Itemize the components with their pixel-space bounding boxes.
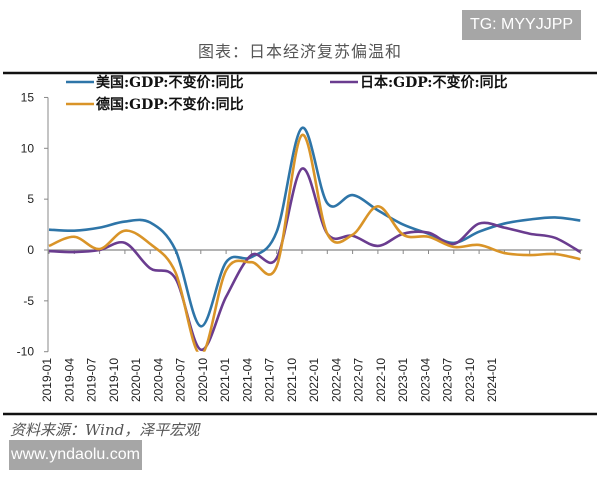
source-note: 资料来源：Wind，泽平宏观	[10, 421, 200, 439]
x-tick-label: 2024-01	[485, 358, 499, 402]
x-tick-label: 2019-01	[40, 358, 54, 402]
y-tick-label: 10	[21, 141, 35, 155]
x-tick-label: 2020-07	[174, 358, 188, 402]
x-tick-label: 2020-04	[151, 358, 165, 402]
x-tick-label: 2023-07	[441, 358, 455, 402]
series-line-japan	[48, 167, 581, 351]
x-tick-label: 2020-10	[196, 358, 210, 402]
x-tick-label: 2021-07	[263, 358, 277, 402]
y-tick-label: 5	[27, 192, 34, 206]
x-tick-label: 2022-10	[374, 358, 388, 402]
y-tick-label: 0	[27, 243, 34, 257]
x-tick-label: 2023-01	[396, 358, 410, 402]
x-tick-label: 2019-04	[62, 358, 76, 402]
x-tick-label: 2023-10	[463, 358, 477, 402]
legend-label-us: 美国:GDP:不变价:同比	[96, 74, 244, 91]
x-tick-label: 2019-07	[85, 358, 99, 402]
y-tick-label: -5	[23, 294, 34, 308]
legend: 美国:GDP:不变价:同比 日本:GDP:不变价:同比 德国:GDP:不变价:同…	[66, 74, 508, 113]
y-tick-label: 15	[21, 90, 35, 104]
series-line-us	[48, 126, 581, 328]
x-tick-label: 2019-10	[107, 358, 121, 402]
watermark-bottom: www.yndaolu.com	[9, 440, 142, 470]
x-tick-label: 2022-04	[329, 358, 343, 402]
x-tick-label: 2023-04	[418, 358, 432, 402]
x-tick-label: 2021-04	[240, 358, 254, 402]
legend-label-japan: 日本:GDP:不变价:同比	[360, 74, 508, 91]
watermark-top: TG: MYYJJPP	[462, 10, 581, 40]
x-tick-label: 2021-10	[285, 358, 299, 402]
x-tick-label: 2021-01	[218, 358, 232, 402]
x-tick-label: 2022-01	[307, 358, 321, 402]
y-tick-label: -10	[17, 345, 35, 359]
x-tick-label: 2022-07	[352, 358, 366, 402]
legend-label-germany: 德国:GDP:不变价:同比	[96, 96, 244, 113]
chart-title: 图表：日本经济复苏偏温和	[197, 42, 402, 61]
series-line-germany	[48, 133, 581, 352]
x-tick-label: 2020-01	[129, 358, 143, 402]
